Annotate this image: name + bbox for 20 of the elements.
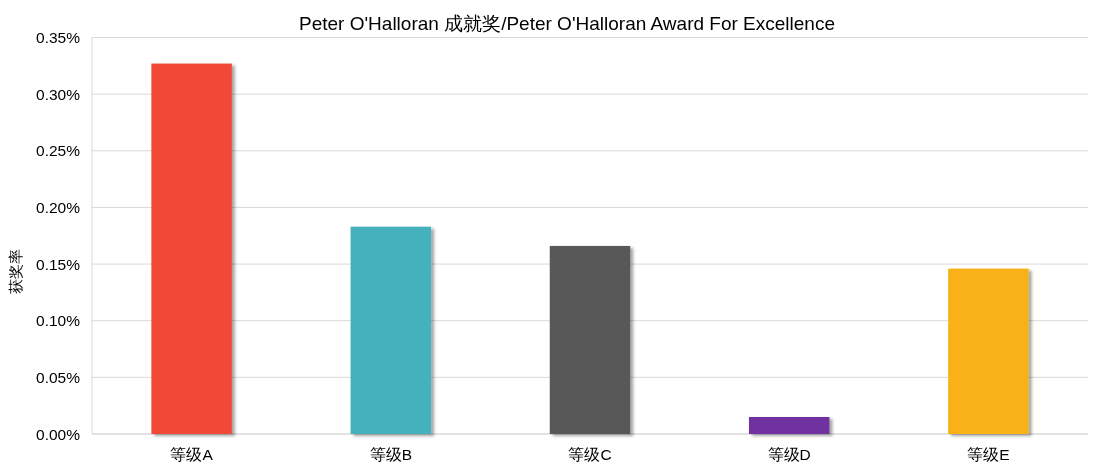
y-tick-label: 0.25%	[36, 142, 81, 160]
y-tick-label: 0.35%	[36, 29, 81, 46]
y-tick-label: 0.05%	[36, 368, 81, 386]
bar	[350, 226, 432, 434]
y-tick-label: 0.10%	[36, 312, 81, 330]
x-tick-label: 等级C	[568, 446, 612, 463]
x-tick-label: 等级E	[967, 446, 1010, 463]
chart-title: Peter O'Halloran 成就奖/Peter O'Halloran Award For Excellence	[299, 13, 835, 34]
bar	[948, 268, 1029, 434]
y-tick-label: 0.15%	[36, 255, 81, 273]
y-tick-label: 0.00%	[36, 425, 81, 443]
y-tick-label: 0.30%	[36, 85, 81, 103]
bar	[151, 63, 232, 434]
x-tick-label: 等级A	[170, 446, 214, 463]
x-tick-label: 等级D	[767, 446, 811, 463]
bar	[748, 417, 830, 434]
x-tick-label: 等级B	[369, 446, 412, 463]
y-axis-title: 获奖率	[7, 248, 24, 294]
y-tick-label: 0.20%	[36, 198, 81, 216]
bar	[549, 245, 631, 434]
